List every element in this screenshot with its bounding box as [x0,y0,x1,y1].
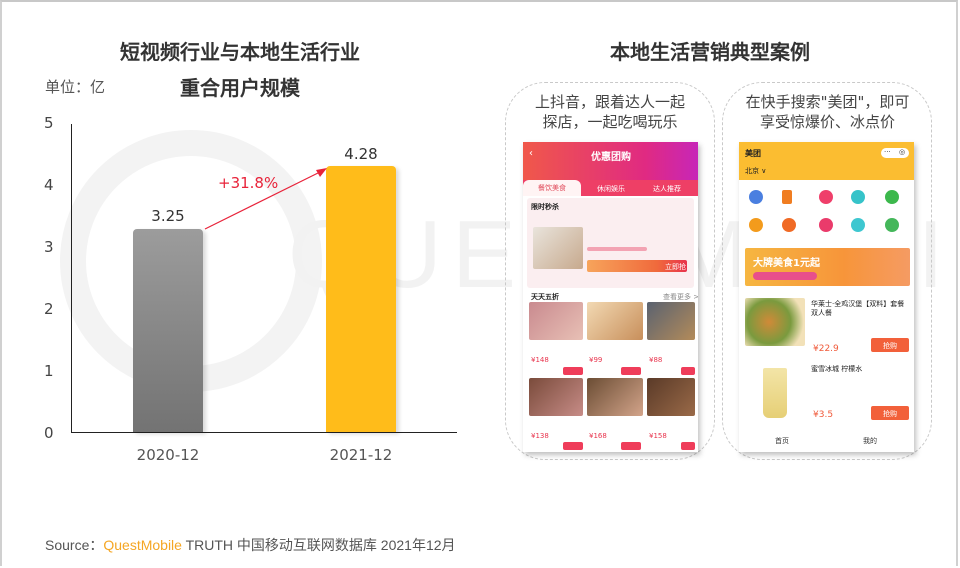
item-name: 华莱士·全鸡汉堡【双料】套餐双人餐 [811,300,905,317]
growth-annotation: +31.8% [218,174,279,192]
nav-mine[interactable]: 我的 [863,437,877,445]
x-label-2021-12: 2021-12 [329,446,393,464]
deal-price: ¥148 [531,356,549,364]
flash-sale-bar [587,260,687,272]
deal-price: ¥158 [649,432,667,440]
douyin-tabs: 餐饮美食 休闲娱乐 达人推荐 [523,180,698,196]
city-selector[interactable]: 北京 ∨ [745,167,767,175]
nav-home[interactable]: 首页 [775,437,789,445]
cases-title: 本地生活营销典型案例 [610,40,810,64]
deal-image [529,378,583,416]
case-caption-kuaishou: 在快手搜索"美团"，即可 享受惊爆价、冰点价 [745,93,910,131]
douyin-phone-screenshot: ‹ 优惠团购 餐饮美食 休闲娱乐 达人推荐 限时秒杀 立即抢 天天五折 查看更多… [523,142,698,452]
category-icon[interactable] [782,218,796,232]
promo-banner-pill [753,272,817,280]
deal-image [587,378,643,416]
y-tick: 4 [44,176,54,194]
unit-label: 单位：亿 [45,78,106,96]
category-icon[interactable] [782,190,792,204]
buy-button-label: 抢购 [883,410,897,418]
bar-value-2020-12: 3.25 [151,207,185,225]
bar-2020-12 [133,229,203,432]
tab-leisure[interactable]: 休闲娱乐 [597,185,625,193]
deal-image [647,378,695,416]
item-price: ¥3.5 [813,410,834,420]
y-tick: 0 [44,424,54,442]
source-note: Source：QuestMobile TRUTH 中国移动互联网数据库 2021… [45,537,456,553]
deal-buy-button[interactable] [681,442,695,450]
deal-buy-button[interactable] [621,367,641,375]
burger-combo-image [745,298,805,346]
tab-recommend[interactable]: 达人推荐 [653,185,681,193]
chart-title-line2: 重合用户规模 [180,76,300,100]
back-icon[interactable]: ‹ [529,148,533,159]
meituan-phone-screenshot: 美团 北京 ∨ ··· ◎ 大牌美食1元起 华莱士·全鸡汉堡【双料】套餐双人餐 … [739,142,914,452]
item-name: 蜜雪冰城 柠檬水 [811,365,863,373]
y-tick: 5 [44,114,54,132]
deal-buy-button[interactable] [621,442,641,450]
buy-button-label: 抢购 [883,342,897,350]
deal-buy-button[interactable] [681,367,695,375]
case-card-kuaishou [722,82,932,460]
deal-buy-button[interactable] [563,367,583,375]
flash-sale-title: 限时秒杀 [531,203,559,211]
lemonade-image [763,368,787,418]
category-icon[interactable] [819,218,833,232]
flash-sale-progress [587,247,647,251]
case-card-douyin [505,82,715,460]
y-axis [71,124,72,433]
item-price: ¥22.9 [813,344,839,354]
more-icon[interactable]: ··· [884,148,891,156]
promo-banner-text: 大牌美食1元起 [753,258,820,269]
tab-food[interactable]: 餐饮美食 [523,180,581,196]
x-axis [71,432,457,433]
case-caption-douyin: 上抖音，跟着达人一起 探店，一起吃喝玩乐 [534,93,685,131]
meituan-title: 美团 [745,149,761,158]
category-icon[interactable] [749,190,763,204]
y-tick: 2 [44,300,54,318]
deal-price: ¥138 [531,432,549,440]
y-tick: 1 [44,362,54,380]
category-icon[interactable] [851,190,865,204]
buy-button[interactable] [871,338,909,352]
category-icon[interactable] [885,190,899,204]
category-icon[interactable] [819,190,833,204]
chart-title-line1: 短视频行业与本地生活行业 [120,40,360,64]
deal-image [647,302,695,340]
bar-2021-12 [326,166,396,432]
flash-sale-buy-button[interactable]: 立即抢 [665,263,686,271]
buy-button[interactable] [871,406,909,420]
deal-price: ¥99 [589,356,603,364]
close-icon[interactable]: ◎ [899,148,906,156]
x-label-2020-12: 2020-12 [136,446,200,464]
y-tick: 3 [44,238,54,256]
menu-capsule[interactable] [881,148,909,158]
bar-value-2021-12: 4.28 [344,145,378,163]
douyin-header-title: 优惠团购 [591,152,631,163]
deal-price: ¥168 [589,432,607,440]
deal-buy-button[interactable] [563,442,583,450]
deal-price: ¥88 [649,356,663,364]
deal-image [529,302,583,340]
brand-name: QuestMobile [103,537,182,553]
category-icon[interactable] [851,218,865,232]
view-more-link[interactable]: 查看更多 > [663,293,698,301]
category-icon[interactable] [885,218,899,232]
flash-sale-image [533,227,583,269]
category-icon[interactable] [749,218,763,232]
deal-image [587,302,643,340]
half-price-title: 天天五折 [531,293,559,301]
